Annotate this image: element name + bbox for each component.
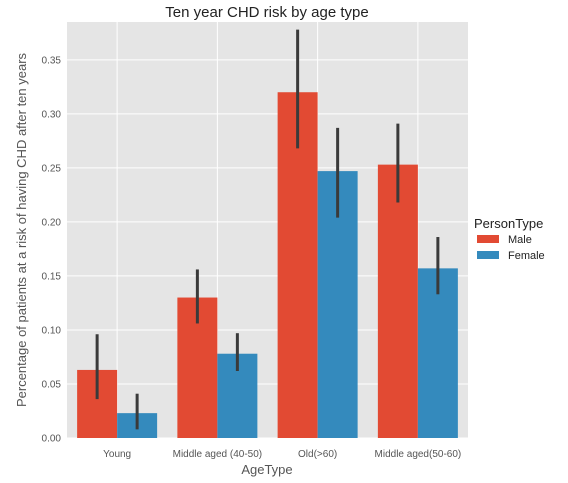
bar-male	[277, 92, 318, 438]
legend: PersonType Male Female	[474, 216, 545, 262]
legend-swatch-female	[477, 251, 499, 259]
y-tick-label: 0.20	[42, 217, 62, 228]
y-tick-label: 0.00	[42, 434, 62, 445]
y-axis-ticks: 0.00 0.05 0.10 0.15 0.20 0.25 0.30 0.35	[42, 55, 62, 444]
y-tick-label: 0.25	[42, 163, 62, 174]
y-axis-title: Percentage of patients at a risk of havi…	[14, 52, 29, 407]
y-tick-label: 0.30	[42, 109, 62, 120]
bars	[77, 92, 458, 438]
y-tick-label: 0.15	[42, 271, 62, 282]
y-tick-label: 0.10	[42, 325, 62, 336]
bar-female	[417, 268, 458, 438]
legend-label-male: Male	[508, 234, 532, 246]
error-bars	[95, 29, 440, 430]
x-axis-title: AgeType	[241, 462, 292, 477]
y-tick-label: 0.35	[42, 55, 62, 66]
y-tick-label: 0.05	[42, 379, 62, 390]
x-tick-label: Middle aged (40-50)	[173, 449, 263, 460]
legend-title: PersonType	[474, 216, 543, 231]
chart-title: Ten year CHD risk by age type	[165, 4, 368, 21]
x-tick-label: Old(>60)	[298, 449, 337, 460]
legend-swatch-male	[477, 235, 499, 243]
x-axis-ticks: Young Middle aged (40-50) Old(>60) Middle a…	[103, 449, 461, 460]
x-tick-label: Middle aged(50-60)	[375, 449, 462, 460]
x-tick-label: Young	[103, 449, 131, 460]
legend-label-female: Female	[508, 250, 545, 262]
bar-male	[377, 164, 418, 438]
